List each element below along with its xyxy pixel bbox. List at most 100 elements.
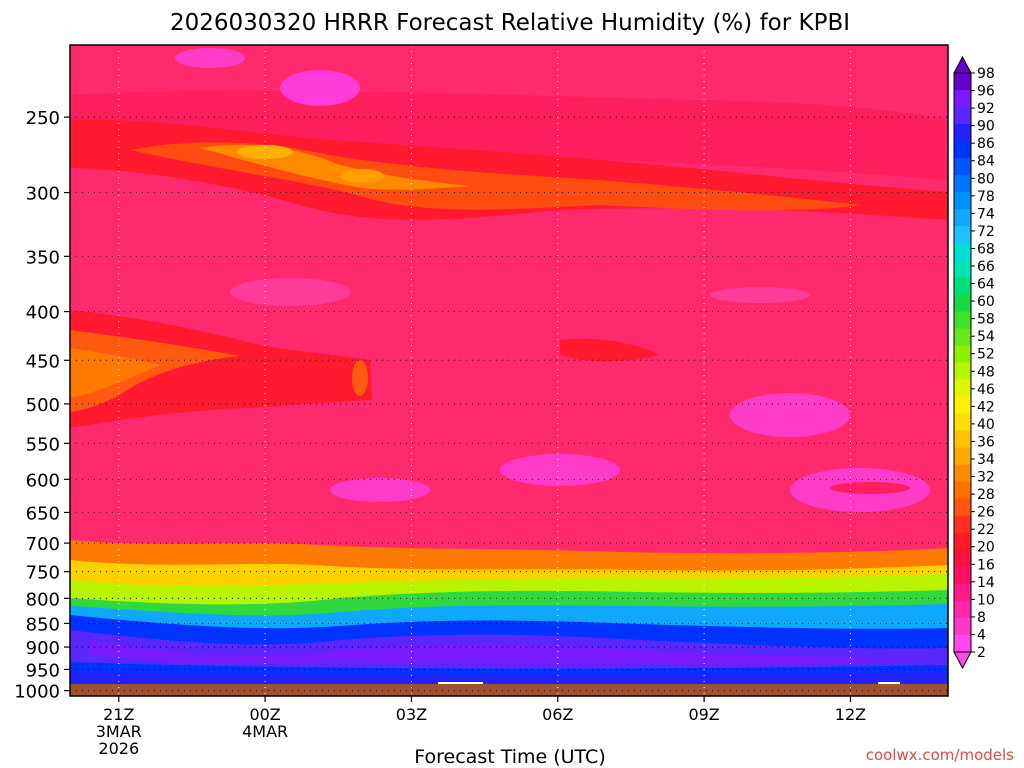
colorbar-label: 60 xyxy=(977,294,995,310)
pressure-tick-label: 1000 xyxy=(14,682,60,703)
time-tick-label: 3MAR xyxy=(96,722,142,741)
colorbar-swatch xyxy=(954,532,971,551)
mid-dry-core xyxy=(70,330,240,412)
pressure-tick-label: 900 xyxy=(26,638,60,659)
pressure-axis: 250 300 350 400 450 500 550 600 650 700 750 800 850 9… xyxy=(14,108,70,703)
surface-marker-right xyxy=(878,682,900,684)
pressure-tick-label: 600 xyxy=(26,470,60,491)
moist-spot-295 xyxy=(710,287,810,303)
colorbar-label: 58 xyxy=(977,312,995,328)
upper-rh-patch xyxy=(70,90,948,180)
colorbar-label: 28 xyxy=(977,487,995,503)
colorbar-swatch xyxy=(954,328,971,346)
mid-dry-core-inner xyxy=(70,348,160,398)
colorbar-swatch xyxy=(954,549,971,568)
surface-marker-left xyxy=(438,682,483,684)
colorbar-swatch xyxy=(954,498,971,517)
colorbar-label: 92 xyxy=(977,101,995,117)
colorbar-label: 96 xyxy=(977,84,995,100)
colorbar-label: 36 xyxy=(977,434,995,450)
colorbar-swatch xyxy=(954,566,971,585)
moist-spot-top xyxy=(280,70,360,106)
colorbar-label: 10 xyxy=(977,592,995,608)
colorbar-swatch xyxy=(954,124,971,142)
pressure-tick-label: 450 xyxy=(26,351,60,372)
vertical-gridlines xyxy=(118,45,851,696)
colorbar-label: 80 xyxy=(977,171,995,187)
dry-spot-280 xyxy=(237,145,293,159)
colorbar-swatch xyxy=(954,192,971,210)
moist-spot-420 xyxy=(730,393,850,437)
horizontal-gridlines xyxy=(70,116,948,692)
moist-spot-470 xyxy=(500,454,620,486)
colorbar-label: 48 xyxy=(977,364,995,380)
colorbar-swatch xyxy=(954,107,971,125)
colorbar-swatch xyxy=(954,430,971,449)
moist-spot-490 xyxy=(330,478,430,502)
pressure-tick-label: 400 xyxy=(26,303,60,324)
colorbar-label: 52 xyxy=(977,347,995,363)
chart-title: 2026030320 HRRR Forecast Relative Humidi… xyxy=(170,10,850,36)
time-tick-label: 00Z xyxy=(249,705,280,724)
time-tick-label: 2026 xyxy=(98,739,139,758)
colorbar-swatch xyxy=(954,141,971,159)
moist-spot-290 xyxy=(230,278,350,306)
colorbar-swatch xyxy=(954,515,971,534)
colorbar-label: 98 xyxy=(977,66,995,82)
colorbar-label: 64 xyxy=(977,277,995,293)
colorbar-label: 32 xyxy=(977,470,995,486)
time-tick-label: 06Z xyxy=(542,705,573,724)
colorbar-label: 16 xyxy=(977,557,995,573)
colorbar-swatch xyxy=(954,226,971,244)
pressure-tick-label: 750 xyxy=(26,563,60,584)
pressure-tick-label: 650 xyxy=(26,503,60,524)
colorbar-swatch xyxy=(954,362,971,381)
pressure-tick-label: 250 xyxy=(26,108,60,129)
colorbar-label: 66 xyxy=(977,259,995,275)
plot-frame xyxy=(69,44,949,697)
x-axis-title: Forecast Time (UTC) xyxy=(414,746,605,768)
colorbar-swatch xyxy=(954,634,971,653)
colorbar-label: 78 xyxy=(977,189,995,205)
colorbar-swatch xyxy=(954,175,971,193)
colorbar-swatch xyxy=(954,90,971,108)
colorbar-label: 84 xyxy=(977,154,995,170)
colorbar-swatch xyxy=(954,600,971,619)
colorbar-label: 54 xyxy=(977,329,995,345)
colorbar-swatch xyxy=(954,379,971,398)
colorbar-swatch xyxy=(954,158,971,176)
colorbar-swatch xyxy=(954,464,971,483)
colorbar-swatch xyxy=(954,583,971,602)
colorbar-label: 86 xyxy=(977,136,995,152)
colorbar-swatch xyxy=(954,243,971,261)
colorbar-swatch xyxy=(954,345,971,363)
pressure-tick-label: 700 xyxy=(26,534,60,555)
colorbar-swatch xyxy=(954,277,971,295)
colorbar-label: 20 xyxy=(977,540,995,556)
colorbar-bottom-arrow xyxy=(953,651,972,670)
time-tick-label: 03Z xyxy=(396,705,427,724)
pressure-tick-label: 550 xyxy=(26,434,60,455)
dry-spot-490 xyxy=(830,482,910,494)
time-tick-label: 12Z xyxy=(835,705,866,724)
pressure-tick-label: 850 xyxy=(26,614,60,635)
colorbar-label: 90 xyxy=(977,119,995,135)
pressure-tick-label: 500 xyxy=(26,395,60,416)
colorbar-label: 26 xyxy=(977,505,995,521)
colorbar-label: 4 xyxy=(977,627,986,643)
colorbar-swatch xyxy=(954,481,971,500)
colorbar-swatch xyxy=(954,617,971,636)
colorbar-top-arrow xyxy=(953,55,972,74)
surface-ground xyxy=(70,684,948,696)
colorbar-label: 42 xyxy=(977,399,995,415)
colorbar-swatch xyxy=(954,209,971,227)
time-tick-label: 09Z xyxy=(688,705,719,724)
colorbar-label: 72 xyxy=(977,224,995,240)
credit-text: coolwx.com/models xyxy=(866,746,1014,764)
colorbar-label: 22 xyxy=(977,522,995,538)
colorbar-swatch xyxy=(954,413,971,432)
colorbar-legend: 9896929086848078747268666460585452484642… xyxy=(953,55,995,670)
pressure-tick-label: 800 xyxy=(26,589,60,610)
